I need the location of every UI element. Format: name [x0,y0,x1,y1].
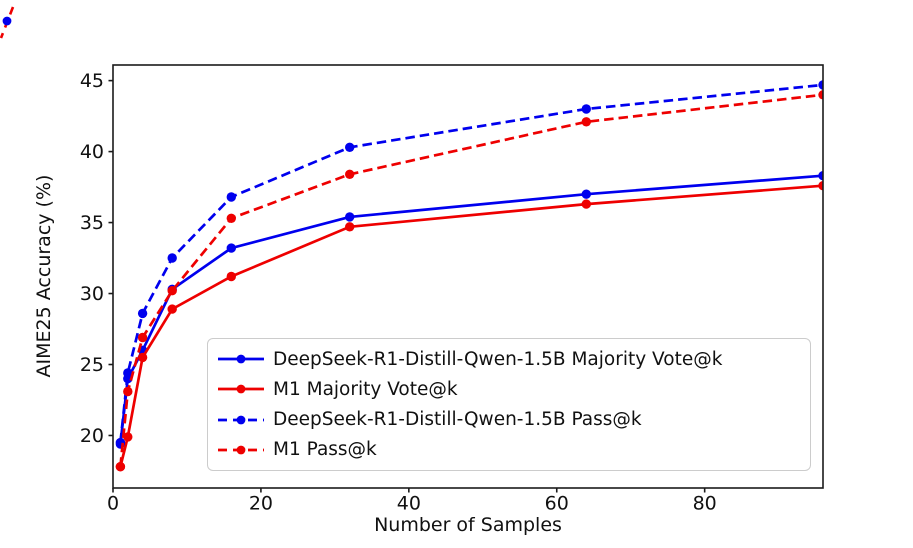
legend-label: M1 Majority Vote@k [273,378,458,400]
legend-sample-blue-solid-line [218,354,264,364]
data-point-marker [345,212,355,222]
data-point-marker [818,171,823,181]
data-point-marker [345,142,355,152]
legend-item-m1-pass: M1 Pass@k [217,436,810,464]
data-point-marker [818,80,823,90]
data-point-marker [818,181,823,191]
data-point-marker [115,462,126,472]
data-point-marker [137,332,148,343]
legend-sample-red-dashed-line [218,445,264,455]
data-point-marker [226,192,236,202]
x-axis-label: Number of Samples [374,514,562,536]
x-tick-label: 0 [107,493,119,515]
y-tick-label: 25 [80,354,104,376]
legend-sample-red-solid-line [218,384,264,394]
series-line-1 [119,184,823,468]
series-line-3 [119,93,823,467]
legend-item-deepseek-pass: DeepSeek-R1-Distill-Qwen-1.5B Pass@k [217,406,810,434]
series-line-2 [119,83,823,443]
legend-sample-blue-dashed-line [218,415,264,425]
data-point-marker [167,253,177,263]
data-point-marker [226,213,236,223]
series-group [115,80,823,472]
x-tick-label: 20 [249,493,273,515]
legend-label: M1 Pass@k [273,439,377,461]
legend-marker-dot [236,384,246,394]
legend-label: DeepSeek-R1-Distill-Qwen-1.5B Majority V… [273,348,723,370]
data-point-marker [345,222,355,232]
y-tick-label: 20 [80,425,104,447]
data-point-marker [581,189,591,199]
data-point-marker [581,199,591,209]
data-point-marker [167,286,177,296]
data-point-marker [123,386,133,397]
legend-item-m1-majority-vote: M1 Majority Vote@k [217,375,810,403]
x-tick-label: 60 [545,493,569,515]
legend-label: DeepSeek-R1-Distill-Qwen-1.5B Pass@k [273,409,642,431]
data-point-marker [226,243,236,253]
y-tick-label: 40 [80,141,104,163]
data-point-marker [581,117,591,127]
cropped-line-artifact [0,6,15,39]
y-tick-label: 45 [80,70,104,92]
x-tick-label: 40 [397,493,421,515]
legend-marker-dot [236,415,246,425]
y-axis-label: AIME25 Accuracy (%) [33,174,55,378]
data-point-marker [137,308,148,319]
data-point-marker [123,368,133,378]
data-point-marker [345,169,355,179]
legend-box: DeepSeek-R1-Distill-Qwen-1.5B Majority V… [207,338,811,471]
data-point-marker [123,432,133,442]
legend-item-deepseek-majority-vote: DeepSeek-R1-Distill-Qwen-1.5B Majority V… [217,345,810,373]
data-point-marker [167,304,177,314]
data-point-marker [818,90,823,100]
data-point-marker [226,271,236,282]
y-tick-label: 30 [80,283,104,305]
legend-marker-dot [236,445,246,455]
data-point-marker [137,352,148,363]
axes-spines [112,64,824,489]
y-tick-label: 35 [80,212,104,234]
x-tick-label: 80 [693,493,717,515]
legend-marker-dot [236,354,246,364]
data-point-marker [581,104,591,114]
